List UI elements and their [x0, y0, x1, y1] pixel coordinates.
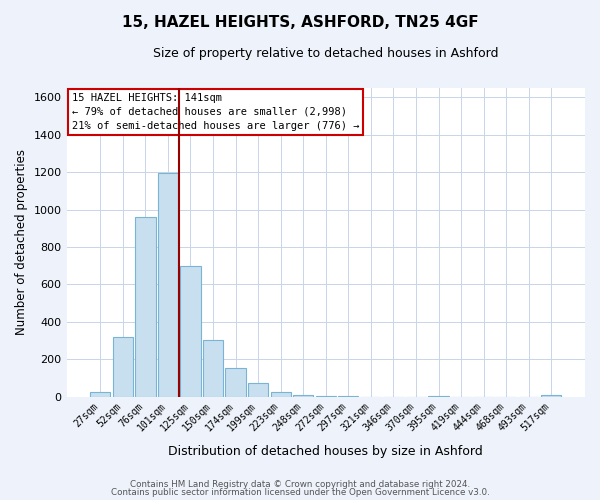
- Title: Size of property relative to detached houses in Ashford: Size of property relative to detached ho…: [153, 48, 499, 60]
- Bar: [248, 382, 268, 396]
- Text: Contains public sector information licensed under the Open Government Licence v3: Contains public sector information licen…: [110, 488, 490, 497]
- Bar: [181, 266, 200, 396]
- Text: 15, HAZEL HEIGHTS, ASHFORD, TN25 4GF: 15, HAZEL HEIGHTS, ASHFORD, TN25 4GF: [122, 15, 478, 30]
- Bar: [135, 217, 155, 396]
- Bar: [113, 336, 133, 396]
- Bar: [90, 392, 110, 396]
- Y-axis label: Number of detached properties: Number of detached properties: [15, 150, 28, 336]
- Text: Contains HM Land Registry data © Crown copyright and database right 2024.: Contains HM Land Registry data © Crown c…: [130, 480, 470, 489]
- Bar: [158, 173, 178, 396]
- Bar: [293, 394, 313, 396]
- Bar: [541, 394, 562, 396]
- Text: 15 HAZEL HEIGHTS: 141sqm
← 79% of detached houses are smaller (2,998)
21% of sem: 15 HAZEL HEIGHTS: 141sqm ← 79% of detach…: [72, 92, 359, 130]
- X-axis label: Distribution of detached houses by size in Ashford: Distribution of detached houses by size …: [169, 444, 483, 458]
- Bar: [203, 340, 223, 396]
- Bar: [271, 392, 291, 396]
- Bar: [226, 368, 246, 396]
